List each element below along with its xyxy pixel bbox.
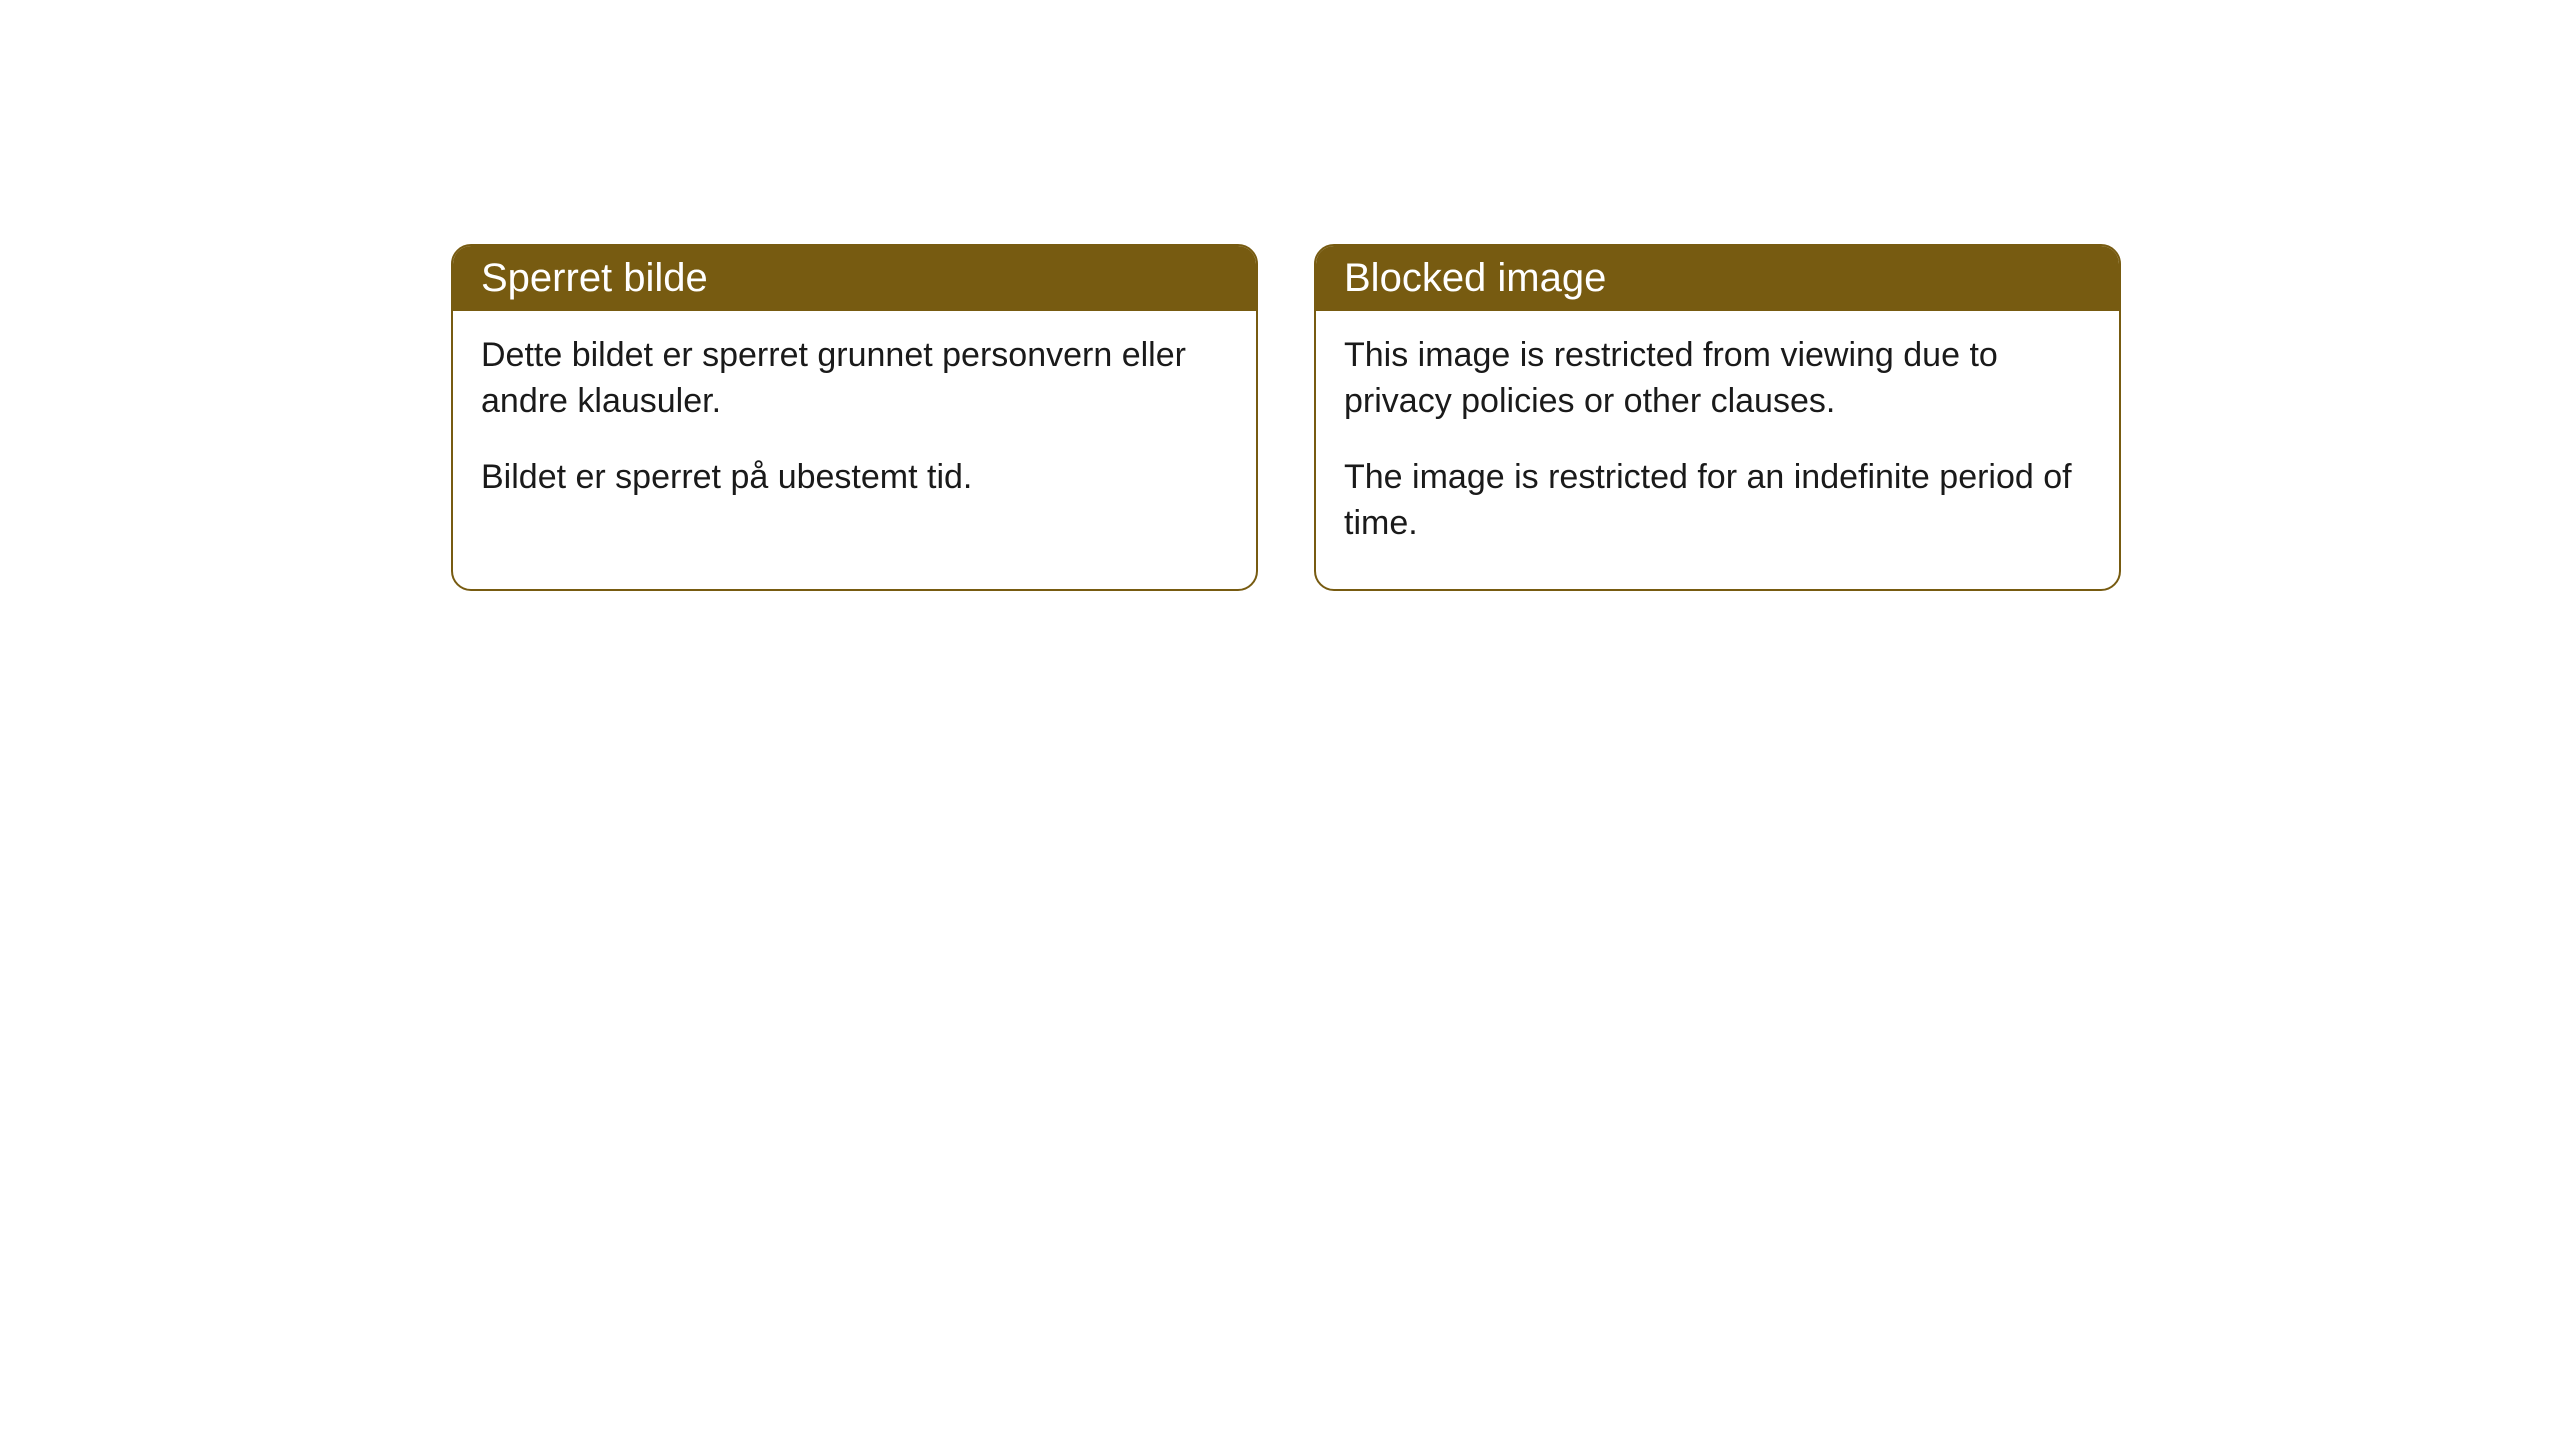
- card-header-norwegian: Sperret bilde: [453, 246, 1256, 311]
- card-text-norwegian-1: Dette bildet er sperret grunnet personve…: [481, 333, 1228, 425]
- notice-card-norwegian: Sperret bilde Dette bildet er sperret gr…: [451, 244, 1258, 591]
- card-header-english: Blocked image: [1316, 246, 2119, 311]
- card-text-english-1: This image is restricted from viewing du…: [1344, 333, 2091, 425]
- card-text-norwegian-2: Bildet er sperret på ubestemt tid.: [481, 455, 1228, 501]
- card-text-english-2: The image is restricted for an indefinit…: [1344, 455, 2091, 547]
- notice-container: Sperret bilde Dette bildet er sperret gr…: [0, 0, 2560, 591]
- notice-card-english: Blocked image This image is restricted f…: [1314, 244, 2121, 591]
- card-body-norwegian: Dette bildet er sperret grunnet personve…: [453, 311, 1256, 543]
- card-body-english: This image is restricted from viewing du…: [1316, 311, 2119, 589]
